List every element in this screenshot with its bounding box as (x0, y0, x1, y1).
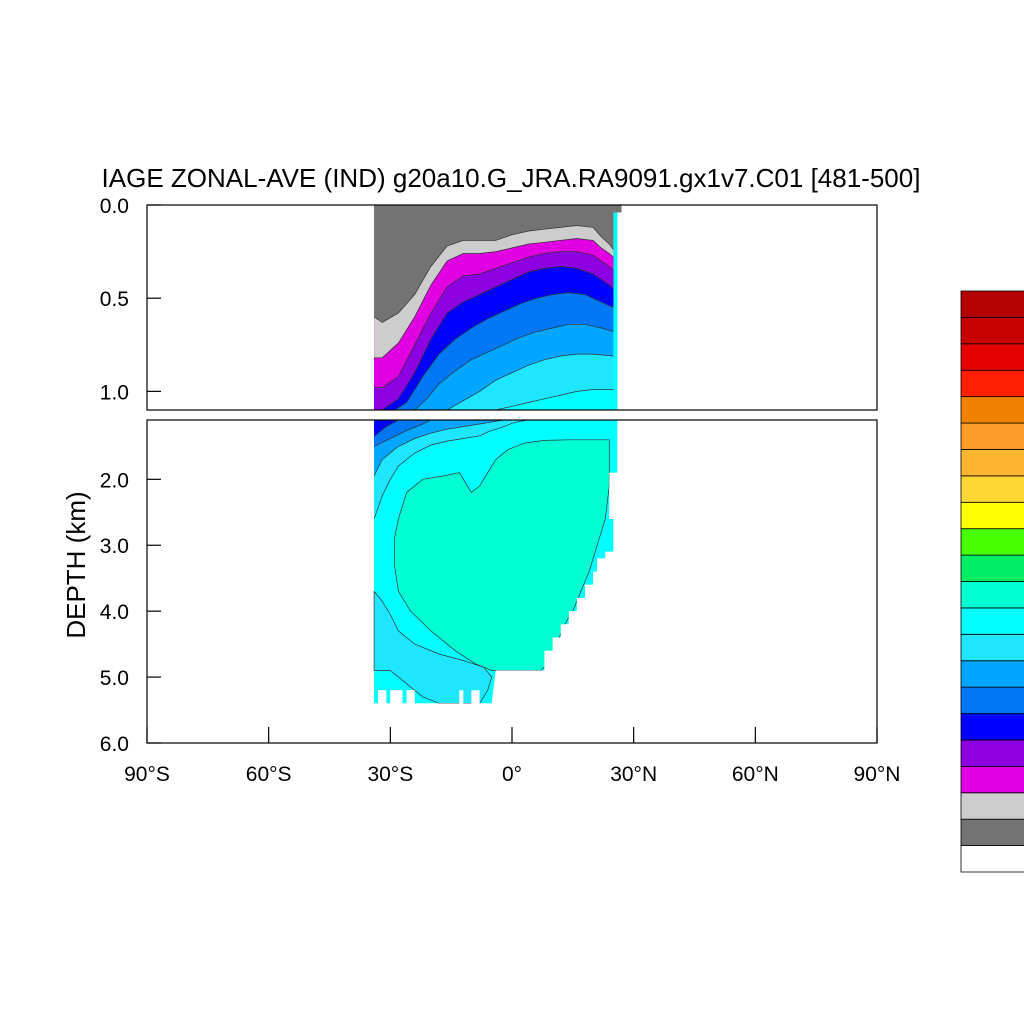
colorbar-swatch (960, 317, 1024, 345)
colorbar-swatch (960, 607, 1024, 635)
x-tick-label: 60°S (246, 763, 292, 786)
top-panel-frame (146, 204, 878, 411)
x-tick-label: 90°N (854, 763, 901, 786)
colorbar-swatch (960, 633, 1024, 662)
land-mask (374, 420, 634, 743)
colorbar-swatch (960, 765, 1024, 794)
colorbar-swatch (960, 290, 1024, 318)
contour-band (373, 590, 493, 704)
colorbar-swatch (960, 660, 1024, 688)
contour-band (374, 420, 504, 476)
colorbar-swatch (960, 396, 1024, 424)
contour-band (613, 205, 622, 213)
colorbar-swatch (960, 343, 1024, 371)
y-tick-label: 2.0 (100, 469, 129, 492)
y-tick-label: 0.0 (100, 195, 129, 218)
contour-line (374, 353, 614, 410)
contour-line (374, 292, 614, 410)
colorbar-swatch (960, 581, 1024, 609)
contour-band (374, 205, 614, 323)
colorbar-swatch (960, 528, 1024, 556)
colorbar-swatch (960, 713, 1024, 741)
x-tick-label: 30°N (610, 763, 657, 786)
y-axis-label: DEPTH (km) (61, 491, 91, 638)
contour-line (373, 225, 614, 323)
colorbar-swatch (960, 554, 1024, 582)
y-tick-label: 6.0 (100, 733, 129, 756)
contour-line (373, 420, 529, 520)
y-tick-label: 5.0 (100, 667, 129, 690)
colorbar-swatch (960, 845, 1024, 873)
x-tick-label: 30°S (367, 763, 413, 786)
colorbar-swatch (960, 818, 1024, 846)
y-tick-label: 4.0 (100, 601, 129, 624)
colorbar-swatch (960, 449, 1024, 477)
top-panel: 0.0 0.5 1.0 (100, 195, 878, 411)
contour-line (374, 389, 614, 410)
colorbar-swatch (960, 475, 1024, 503)
contour-line (374, 251, 614, 388)
contour-line (373, 420, 432, 447)
y-tick-label: 0.5 (100, 288, 129, 311)
colorbar-swatch (960, 422, 1024, 450)
colorbar-swatch (960, 792, 1024, 820)
contour-line (373, 420, 399, 437)
contour-band (374, 420, 431, 447)
colorbar (960, 290, 1024, 873)
colorbar-swatch (960, 501, 1024, 530)
colorbar-swatch (960, 369, 1024, 398)
contour-line (374, 238, 614, 359)
y-tick-label: 3.0 (100, 535, 129, 558)
contour-line (374, 323, 614, 410)
contour-band (374, 420, 399, 437)
top-contour-fills (373, 205, 622, 410)
x-tick-label: 0° (502, 763, 522, 786)
contour-band (394, 439, 610, 671)
contour-line (374, 266, 614, 410)
chart-title: IAGE ZONAL-AVE (IND) g20a10.G_JRA.RA9091… (102, 163, 921, 193)
x-tick-label: 90°S (124, 763, 170, 786)
y-tick-label: 1.0 (100, 381, 129, 404)
contour-line (373, 420, 504, 477)
colorbar-swatch (960, 686, 1024, 714)
bottom-contour-fills (373, 420, 634, 743)
contour-band (374, 420, 529, 519)
colorbar-swatch (960, 739, 1024, 767)
bottom-panel: 2.0 3.0 4.0 5.0 6.0 90°S 60°S 30°S 0° 30°N 60°N 90°… (100, 419, 901, 786)
x-tick-label: 60°N (732, 763, 779, 786)
